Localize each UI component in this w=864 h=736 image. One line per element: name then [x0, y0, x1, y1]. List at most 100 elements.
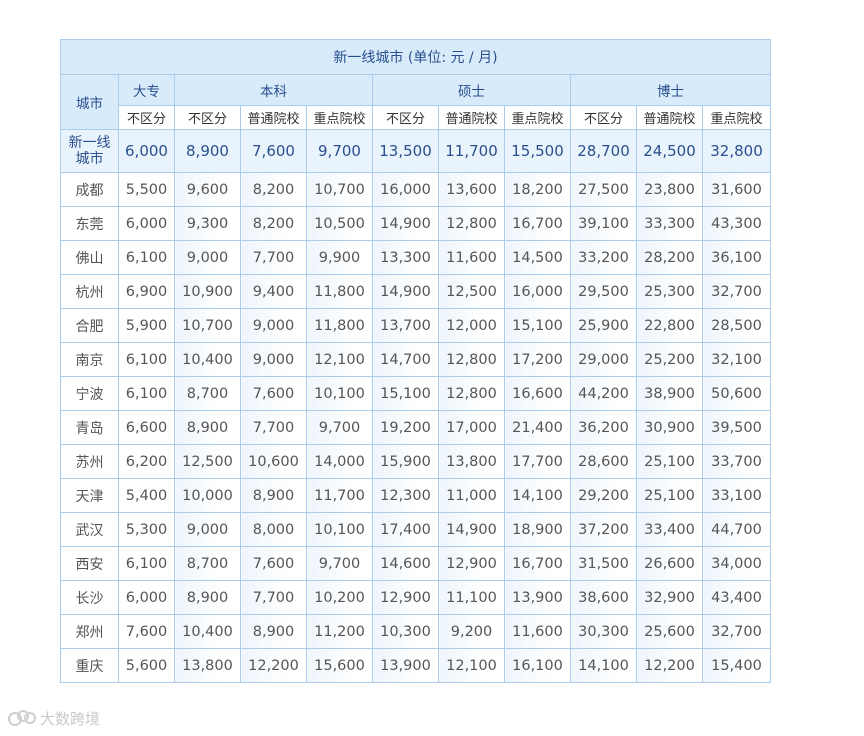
value-cell: 17,700 — [504, 444, 571, 479]
value-cell: 33,300 — [636, 206, 703, 241]
city-cell: 成都 — [60, 172, 119, 207]
salary-table: 新一线城市 (单位: 元 / 月) 城市 大专 本科 硕士 博士 不区分 不区分普… — [60, 39, 771, 683]
city-cell: 西安 — [60, 546, 119, 581]
value-cell: 10,100 — [306, 376, 373, 411]
table-row: 杭州 6,900 10,900 9,400 11,800 14,900 12,500 16,0… — [60, 274, 771, 309]
value-cell: 11,800 — [306, 308, 373, 343]
value-cell: 10,400 — [174, 342, 241, 377]
value-cell: 8,200 — [240, 206, 307, 241]
value-cell: 13,600 — [438, 172, 505, 207]
table-row: 宁波 6,100 8,700 7,600 10,100 15,100 12,800 16,60… — [60, 376, 771, 411]
value-cell: 8,700 — [174, 376, 241, 411]
table-row: 天津 5,400 10,000 8,900 11,700 12,300 11,000 14,1… — [60, 478, 771, 513]
value-cell: 39,500 — [702, 410, 771, 445]
highlight-value-cell: 11,700 — [438, 129, 505, 173]
value-cell: 16,100 — [504, 648, 571, 683]
highlight-value-cell: 7,600 — [240, 129, 307, 173]
value-cell: 7,700 — [240, 410, 307, 445]
subheader-cell: 普通院校 — [240, 105, 307, 130]
value-cell: 10,600 — [240, 444, 307, 479]
value-cell: 13,700 — [372, 308, 439, 343]
value-cell: 6,000 — [118, 580, 175, 615]
value-cell: 10,100 — [306, 512, 373, 547]
value-cell: 16,000 — [504, 274, 571, 309]
value-cell: 25,900 — [570, 308, 637, 343]
highlight-value-cell: 9,700 — [306, 129, 373, 173]
value-cell: 9,000 — [240, 308, 307, 343]
value-cell: 44,700 — [702, 512, 771, 547]
value-cell: 12,200 — [636, 648, 703, 683]
value-cell: 17,400 — [372, 512, 439, 547]
value-cell: 30,300 — [570, 614, 637, 649]
value-cell: 12,500 — [174, 444, 241, 479]
value-cell: 7,600 — [118, 614, 175, 649]
city-cell: 东莞 — [60, 206, 119, 241]
value-cell: 12,800 — [438, 376, 505, 411]
city-cell: 合肥 — [60, 308, 119, 343]
value-cell: 28,600 — [570, 444, 637, 479]
value-cell: 15,100 — [504, 308, 571, 343]
value-cell: 12,800 — [438, 342, 505, 377]
value-cell: 29,000 — [570, 342, 637, 377]
value-cell: 25,100 — [636, 478, 703, 513]
table-row: 成都 5,500 9,600 8,200 10,700 16,000 13,600 18,20… — [60, 172, 771, 207]
value-cell: 30,900 — [636, 410, 703, 445]
salary-table-container: 新一线城市 (单位: 元 / 月) 城市 大专 本科 硕士 博士 不区分 不区分普… — [60, 39, 771, 683]
value-cell: 37,200 — [570, 512, 637, 547]
value-cell: 6,100 — [118, 342, 175, 377]
value-cell: 18,900 — [504, 512, 571, 547]
value-cell: 11,200 — [306, 614, 373, 649]
subheader-cell: 重点院校 — [702, 105, 771, 130]
table-row: 佛山 6,100 9,000 7,700 9,900 13,300 11,600 14,500… — [60, 240, 771, 275]
table-row: 合肥 5,900 10,700 9,000 11,800 13,700 12,000 15,1… — [60, 308, 771, 343]
value-cell: 17,000 — [438, 410, 505, 445]
city-cell: 武汉 — [60, 512, 119, 547]
group-header-shuoshi: 硕士 — [372, 74, 571, 106]
value-cell: 31,500 — [570, 546, 637, 581]
city-cell: 重庆 — [60, 648, 119, 683]
city-cell: 青岛 — [60, 410, 119, 445]
highlight-value-cell: 6,000 — [118, 129, 175, 173]
subheader-cell: 不区分 — [372, 105, 439, 130]
value-cell: 31,600 — [702, 172, 771, 207]
value-cell: 11,600 — [504, 614, 571, 649]
value-cell: 6,000 — [118, 206, 175, 241]
value-cell: 8,900 — [174, 410, 241, 445]
value-cell: 50,600 — [702, 376, 771, 411]
value-cell: 5,500 — [118, 172, 175, 207]
value-cell: 21,400 — [504, 410, 571, 445]
value-cell: 15,400 — [702, 648, 771, 683]
table-title: 新一线城市 (单位: 元 / 月) — [60, 39, 771, 75]
value-cell: 16,700 — [504, 206, 571, 241]
value-cell: 23,800 — [636, 172, 703, 207]
table-body: 新一线城市 6,000 8,900 7,600 9,700 13,500 11,700 15,… — [60, 129, 771, 683]
value-cell: 14,500 — [504, 240, 571, 275]
value-cell: 12,800 — [438, 206, 505, 241]
subheader-cell: 不区分 — [570, 105, 637, 130]
value-cell: 10,700 — [174, 308, 241, 343]
value-cell: 14,100 — [504, 478, 571, 513]
value-cell: 25,100 — [636, 444, 703, 479]
city-cell: 南京 — [60, 342, 119, 377]
value-cell: 13,900 — [504, 580, 571, 615]
value-cell: 8,000 — [240, 512, 307, 547]
value-cell: 13,800 — [174, 648, 241, 683]
value-cell: 34,000 — [702, 546, 771, 581]
value-cell: 38,600 — [570, 580, 637, 615]
value-cell: 14,600 — [372, 546, 439, 581]
value-cell: 12,500 — [438, 274, 505, 309]
city-cell: 杭州 — [60, 274, 119, 309]
highlight-value-cell: 15,500 — [504, 129, 571, 173]
value-cell: 11,700 — [306, 478, 373, 513]
value-cell: 14,900 — [438, 512, 505, 547]
group-header-boshi: 博士 — [570, 74, 771, 106]
value-cell: 9,900 — [306, 240, 373, 275]
value-cell: 29,500 — [570, 274, 637, 309]
value-cell: 5,900 — [118, 308, 175, 343]
value-cell: 12,900 — [372, 580, 439, 615]
watermark: 大数跨境 — [8, 708, 100, 729]
value-cell: 25,200 — [636, 342, 703, 377]
value-cell: 16,000 — [372, 172, 439, 207]
value-cell: 9,000 — [174, 240, 241, 275]
value-cell: 9,700 — [306, 546, 373, 581]
